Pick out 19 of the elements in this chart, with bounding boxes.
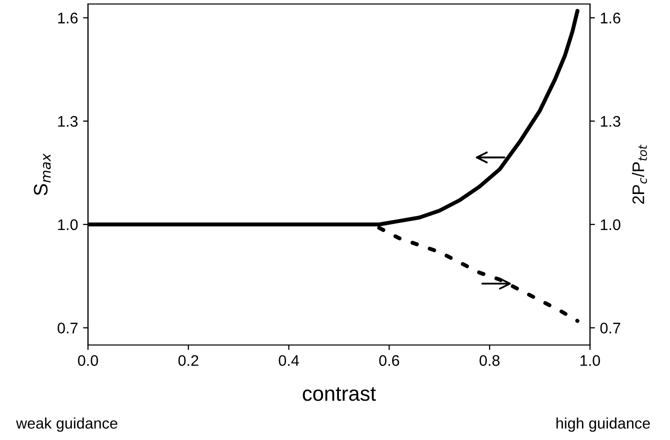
text: weak guidance: [16, 417, 118, 432]
y-tick-label: 1.0: [58, 219, 78, 230]
y-tick-label: 1.6: [58, 12, 78, 24]
y2-tick-label: 1.0: [600, 219, 620, 230]
text: high guidance: [556, 417, 650, 432]
y-tick-label: 1.3: [58, 116, 78, 127]
x-tick-label: 0.8: [480, 355, 500, 366]
y2-tick-label: 1.6: [600, 12, 620, 24]
y2-tick-label: 1.3: [600, 116, 620, 127]
x-tick-label: 1.0: [580, 355, 600, 366]
y-tick-label: 0.7: [58, 322, 78, 334]
x-tick-label: 0.2: [178, 355, 198, 366]
y-axis-title: S$_{max}$: [34, 153, 51, 196]
x-tick-label: 0.4: [278, 355, 299, 366]
y2-axis-title: 2P$_{c}$/P$_{tot}$: [632, 144, 647, 204]
x-axis-title: contrast: [302, 387, 376, 401]
x-tick-label: 0.6: [379, 355, 400, 366]
y2-tick-label: 0.7: [600, 322, 620, 334]
x-tick-label: 0.0: [78, 355, 98, 366]
